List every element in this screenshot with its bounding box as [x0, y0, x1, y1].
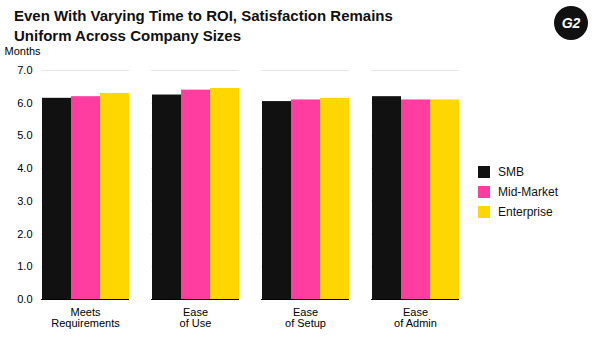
svg-text:7.0: 7.0 [17, 64, 32, 76]
svg-text:4.0: 4.0 [17, 162, 32, 174]
html-text:SMB: SMB [498, 164, 524, 179]
svg-text:1.0: 1.0 [17, 260, 32, 272]
svg-text:0.0: 0.0 [17, 293, 32, 305]
html-text:Mid-Market: Mid-Market [498, 184, 558, 199]
svg-text:2.0: 2.0 [17, 228, 32, 240]
html-text:G2: G2 [561, 15, 581, 31]
html-text:Enterprise: Enterprise [498, 204, 553, 219]
html-text:Even With Varying Time to ROI,: Even With Varying Time to ROI, Satisfact… [14, 7, 393, 44]
svg-text:Months: Months [5, 45, 42, 57]
svg-text:3.0: 3.0 [17, 195, 32, 207]
svg-text:MeetsRequirements: MeetsRequirements [51, 306, 120, 329]
svg-text:Easeof Use: Easeof Use [180, 306, 212, 329]
svg-text:6.0: 6.0 [17, 97, 32, 109]
svg-text:5.0: 5.0 [17, 129, 32, 141]
svg-text:Easeof Setup: Easeof Setup [285, 306, 326, 329]
svg-text:Easeof Admin: Easeof Admin [394, 306, 437, 329]
